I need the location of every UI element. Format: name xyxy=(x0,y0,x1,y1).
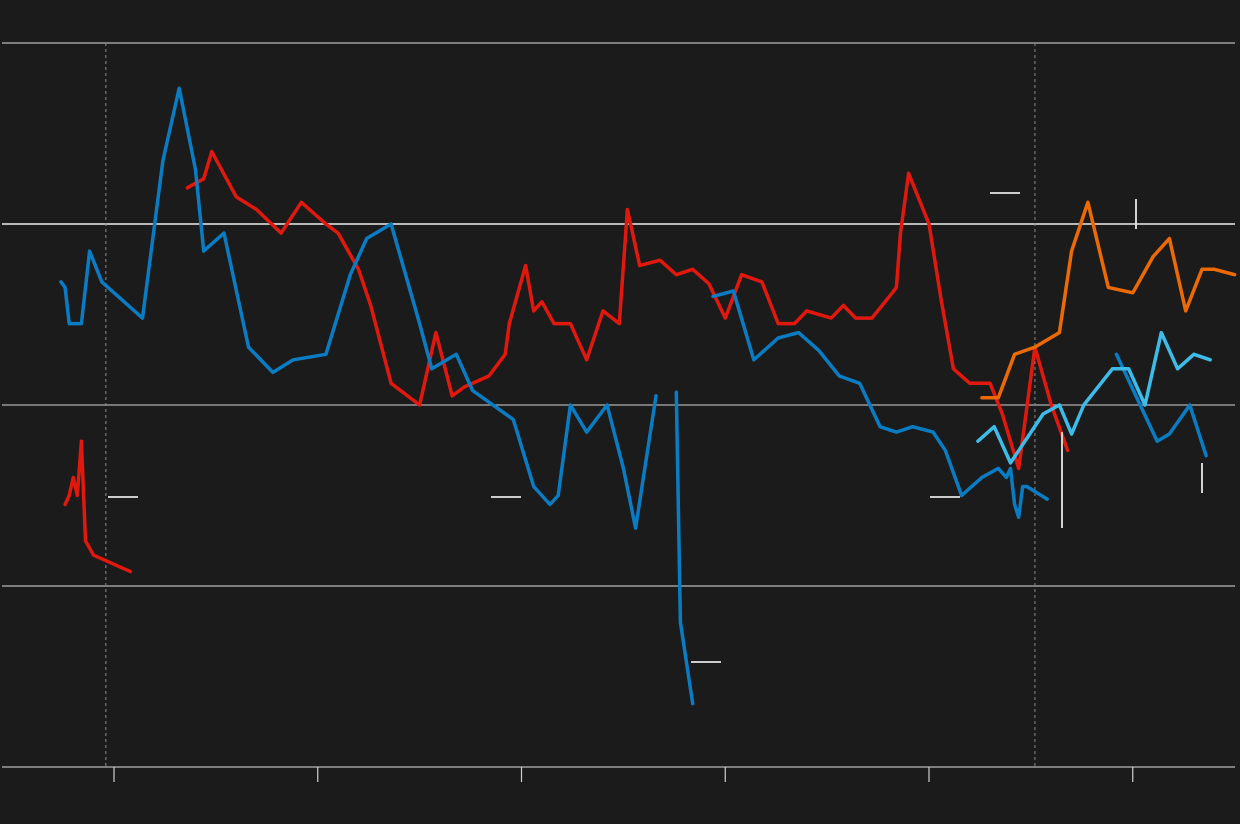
x-axis-ticks xyxy=(113,767,1134,782)
series-line-2 xyxy=(711,289,1049,519)
annotation-markers xyxy=(108,192,1203,663)
series-line-4 xyxy=(976,330,1212,465)
series-line-3 xyxy=(980,200,1237,400)
series-lines xyxy=(59,86,1237,706)
series-line-2 xyxy=(674,390,695,706)
series-line-1 xyxy=(185,149,1070,471)
series-line-2 xyxy=(1114,352,1208,458)
series-line-1 xyxy=(63,439,133,574)
series-line-2 xyxy=(59,86,658,530)
gridlines xyxy=(2,42,1235,768)
reference-lines xyxy=(105,43,1036,767)
